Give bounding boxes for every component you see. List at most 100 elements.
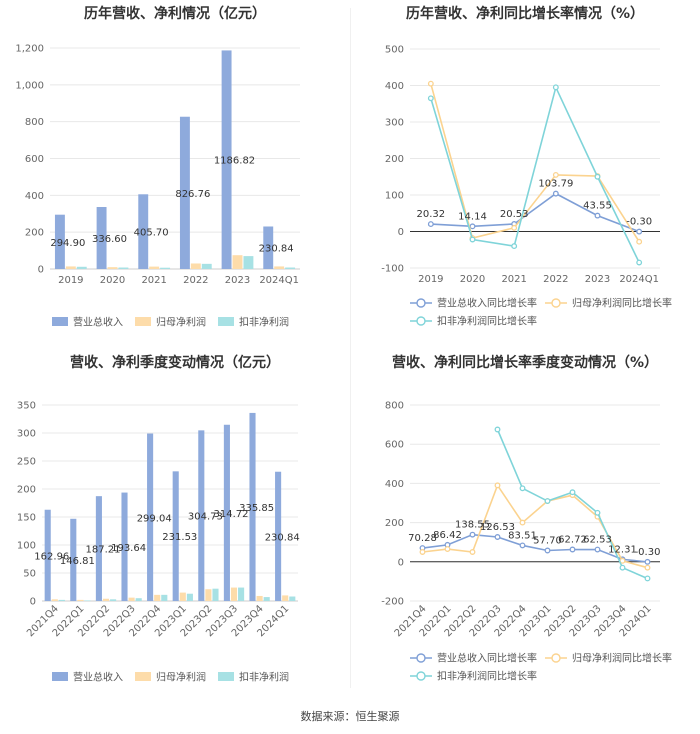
- bar-data-label: 304.73: [188, 512, 223, 523]
- line-data-label: 83.51: [508, 530, 537, 541]
- bar-data-label: 230.84: [259, 244, 294, 255]
- data-point: [427, 221, 434, 228]
- bar: [238, 587, 245, 601]
- y-tick-label: 600: [385, 440, 404, 451]
- x-tick-label: 2022: [183, 275, 208, 286]
- data-point: [644, 564, 651, 571]
- x-tick-label: 2021: [141, 275, 166, 286]
- bar: [121, 492, 128, 601]
- data-point: [519, 519, 526, 526]
- x-tick-label: 2020: [460, 274, 485, 285]
- y-tick-label: 200: [25, 228, 44, 239]
- legend-label: 归母净利润: [156, 316, 206, 329]
- data-point: [494, 482, 501, 489]
- x-tick-label: 2024Q1: [619, 274, 659, 285]
- bar: [172, 471, 179, 601]
- y-tick-label: 200: [385, 154, 404, 165]
- y-tick-label: 100: [385, 191, 404, 202]
- bar-data-label: 299.04: [137, 513, 172, 524]
- bar: [230, 587, 238, 601]
- data-point: [636, 228, 643, 235]
- data-point: [636, 259, 643, 266]
- data-point: [419, 549, 426, 555]
- x-tick-label: 2024Q1: [259, 275, 299, 286]
- annual-growth-chart: 历年营收、净利同比增长率情况（%） -100 0 100 200 300 400 500 201…: [381, 5, 672, 328]
- bar: [205, 589, 212, 601]
- y-tick-label: 0: [30, 597, 36, 608]
- bar: [84, 600, 91, 601]
- y-tick-label: 400: [385, 479, 404, 490]
- y-tick-label: 0: [398, 557, 404, 568]
- bar: [70, 518, 77, 601]
- bar: [256, 595, 263, 601]
- bar: [249, 412, 256, 601]
- data-point: [469, 531, 476, 538]
- data-point: [511, 243, 518, 250]
- bar-data-label: 162.96: [34, 551, 69, 562]
- data-point: [619, 564, 626, 571]
- line-data-label: 62.72: [558, 535, 587, 546]
- data-point: [636, 238, 643, 245]
- bar-data-label: 146.81: [60, 556, 95, 567]
- x-tick-label: 2023: [585, 274, 610, 285]
- y-tick-label: 500: [385, 45, 404, 56]
- data-point: [544, 547, 551, 554]
- legend-label: 营业总收入: [73, 671, 123, 684]
- quarterly-amounts-chart: 营收、净利季度变动情况（亿元）0501001502002503003502021…: [17, 354, 300, 684]
- bar: [275, 471, 282, 601]
- series-line: [496, 429, 648, 580]
- bar-data-label: 193.64: [111, 543, 146, 554]
- bar: [274, 266, 285, 269]
- bar: [285, 267, 296, 269]
- data-point: [644, 575, 651, 582]
- y-tick-label: 50: [23, 569, 36, 580]
- y-tick-label: 400: [385, 81, 404, 92]
- bar: [223, 424, 230, 601]
- bar: [154, 594, 161, 601]
- data-point: [427, 95, 434, 102]
- legend-label: 营业总收入同比增长率: [437, 652, 537, 665]
- x-tick-label: 2019: [418, 274, 443, 285]
- data-point: [594, 509, 601, 516]
- y-tick-label: 800: [385, 401, 404, 412]
- legend-label: 归母净利润同比增长率: [572, 652, 672, 665]
- y-tick-label: 0: [398, 227, 404, 238]
- legend-label: 扣非净利润: [239, 316, 289, 329]
- bar-data-label: 405.70: [134, 228, 169, 239]
- bar: [110, 599, 117, 601]
- y-tick-label: 0: [38, 265, 44, 276]
- bar-data-label: 336.60: [92, 234, 127, 245]
- data-point: [494, 426, 501, 433]
- line-data-label: 20.32: [417, 209, 446, 220]
- annual-amounts-chart: 历年营收、净利情况（亿元） 0 200 400 600 800 1,000 1,200 2019…: [15, 5, 300, 329]
- y-tick-label: 100: [17, 541, 36, 552]
- bar: [147, 433, 154, 601]
- line-data-label: -0.30: [635, 547, 661, 558]
- bar: [135, 598, 142, 601]
- legend-swatch-dot: [416, 653, 426, 663]
- bar: [232, 255, 243, 269]
- bar: [107, 267, 118, 269]
- legend-swatch-dot: [416, 671, 426, 681]
- y-tick-label: 400: [25, 191, 44, 202]
- y-tick-label: 300: [385, 118, 404, 129]
- legend-swatch: [52, 672, 68, 681]
- legend-swatch: [218, 317, 234, 326]
- data-point: [594, 173, 601, 180]
- y-tick-label: -100: [381, 264, 404, 275]
- legend-label: 扣非净利润同比增长率: [437, 670, 537, 683]
- bar: [282, 595, 289, 601]
- bar: [58, 599, 65, 601]
- panel-divider: [350, 8, 351, 688]
- bar: [212, 588, 219, 601]
- series-line: [422, 533, 648, 563]
- y-tick-label: 600: [25, 154, 44, 165]
- bar-data-label: 231.53: [162, 532, 197, 543]
- bar: [128, 597, 135, 601]
- bar: [198, 430, 205, 601]
- bar: [263, 226, 274, 269]
- x-tick-label: 2020: [100, 275, 125, 286]
- line-data-label: 12.31: [608, 544, 637, 555]
- series-line: [430, 83, 640, 243]
- bar-data-label: 230.84: [265, 532, 300, 543]
